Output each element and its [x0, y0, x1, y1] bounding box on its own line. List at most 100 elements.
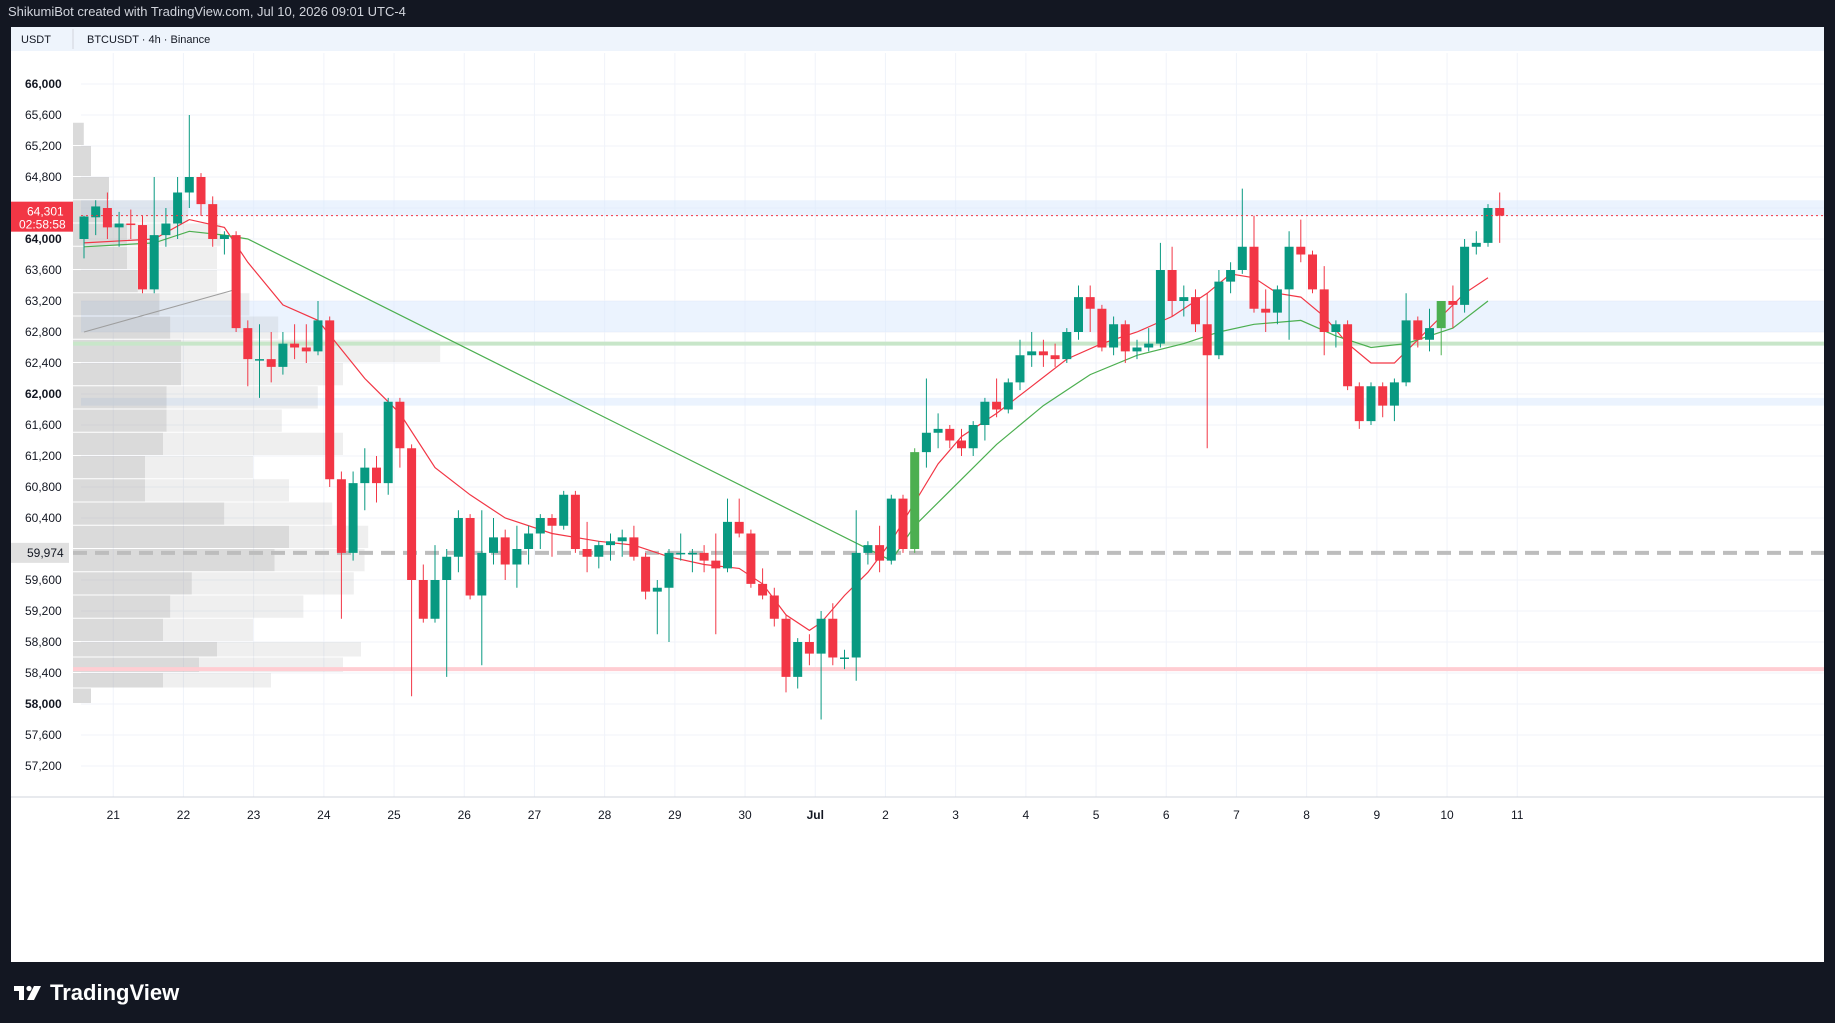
last-price-label: 64,301 [27, 205, 64, 219]
candle-body [1109, 324, 1119, 348]
candle-body [1120, 324, 1130, 352]
candle-body [1155, 270, 1165, 344]
candle-body [255, 359, 264, 361]
volume-profile-bar [163, 673, 271, 688]
volume-profile-bar [73, 642, 217, 657]
y-tick-label: 58,000 [25, 697, 62, 711]
candle-body [1296, 246, 1306, 255]
y-tick-label: 58,400 [25, 666, 62, 680]
candle-body [769, 595, 779, 619]
tradingview-footer[interactable]: TradingView [12, 980, 179, 1006]
volume-profile-bar [191, 572, 354, 595]
candle-body [278, 343, 288, 367]
candle-body [793, 642, 803, 677]
volume-profile-bar [73, 316, 171, 339]
volume-profile-bar [73, 432, 163, 455]
y-tick-label: 65,200 [25, 139, 62, 153]
y-tick-label: 65,600 [25, 108, 62, 122]
candle-body [208, 204, 218, 239]
x-tick-label: 27 [528, 808, 542, 822]
candle-body [1097, 308, 1107, 348]
candle-body [1354, 386, 1364, 422]
candle-body [851, 552, 861, 658]
candle-body [196, 177, 206, 205]
candle-body [1389, 382, 1399, 406]
x-tick-label: 11 [1511, 808, 1524, 822]
candle-body [1167, 270, 1177, 301]
candle-body [1214, 281, 1224, 356]
candle-body [1015, 355, 1025, 383]
candle-body [629, 537, 639, 557]
x-tick-label: 21 [107, 808, 121, 822]
volume-profile-bar [159, 293, 250, 316]
volume-profile-bar [73, 618, 163, 641]
volume-profile-bar [73, 409, 167, 432]
volume-profile-bar [73, 688, 91, 703]
candle-body [804, 642, 814, 654]
chart-area[interactable]: USDT BTCUSDT · 4h · Binance 66,000 65,600 65… [11, 27, 1824, 962]
candle-body [992, 401, 1002, 410]
candle-body [383, 401, 393, 484]
volume-profile [73, 122, 441, 703]
x-tick-label: 24 [317, 808, 331, 822]
candle-body [840, 657, 849, 659]
volume-profile-bar [73, 177, 109, 200]
x-tick-label: Jul [807, 808, 824, 822]
candle-body [325, 320, 335, 480]
candle-body [1226, 270, 1236, 282]
candle-body [266, 359, 276, 367]
candle-body [875, 545, 885, 561]
candle-body [1471, 242, 1481, 247]
candle-body [968, 425, 978, 449]
candle-body [336, 479, 346, 553]
candle-body [1062, 332, 1072, 360]
price-zone [81, 397, 1824, 406]
candle-body [594, 545, 604, 557]
candle-body [1179, 297, 1189, 301]
volume-profile-bar [127, 246, 217, 269]
candle-body [219, 235, 229, 239]
candle-body [1261, 308, 1271, 313]
candle-body [1144, 343, 1154, 348]
candle-body [863, 545, 873, 553]
volume-profile-bar [145, 456, 253, 479]
candle-body [734, 521, 744, 534]
candle-body [957, 440, 966, 449]
volume-profile-bar [73, 386, 167, 409]
volume-profile-bar [73, 525, 289, 548]
candle-body [1378, 386, 1388, 406]
price-zone [81, 301, 1824, 332]
y-tick-label: 59,200 [25, 604, 62, 618]
candle-body [301, 347, 311, 352]
price-chart[interactable]: USDT BTCUSDT · 4h · Binance66,00065,60065… [11, 27, 1824, 962]
candle-body [1495, 208, 1505, 216]
level-price-label: 59,974 [27, 546, 64, 560]
candle-body [676, 552, 686, 555]
tradingview-logo-icon [14, 985, 41, 1000]
candle-body [161, 223, 171, 236]
candle-body [1003, 382, 1013, 410]
candle-body [535, 518, 545, 534]
candle-body [547, 518, 557, 526]
x-tick-label: 5 [1093, 808, 1100, 822]
symbol-label: BTCUSDT · 4h · Binance [87, 34, 210, 46]
x-tick-label: 8 [1303, 808, 1310, 822]
grid-lines [81, 53, 1824, 797]
candle-body [921, 432, 931, 453]
volume-profile-bar [73, 673, 163, 688]
volume-profile-bar [170, 595, 304, 618]
x-tick-label: 22 [177, 808, 191, 822]
candle-body [1401, 320, 1411, 383]
candle-body [313, 320, 323, 352]
y-tick-label: 63,600 [25, 263, 62, 277]
candle-body [1237, 246, 1247, 270]
candle-body [723, 521, 732, 569]
candle-body [1191, 297, 1200, 325]
y-tick-label: 64,000 [25, 232, 62, 246]
x-tick-label: 23 [247, 808, 261, 822]
candle-body [173, 192, 183, 224]
candle-body [231, 235, 241, 329]
candle-body [641, 556, 651, 592]
y-tick-label: 63,200 [25, 294, 62, 308]
y-tick-label: 62,000 [25, 387, 62, 401]
